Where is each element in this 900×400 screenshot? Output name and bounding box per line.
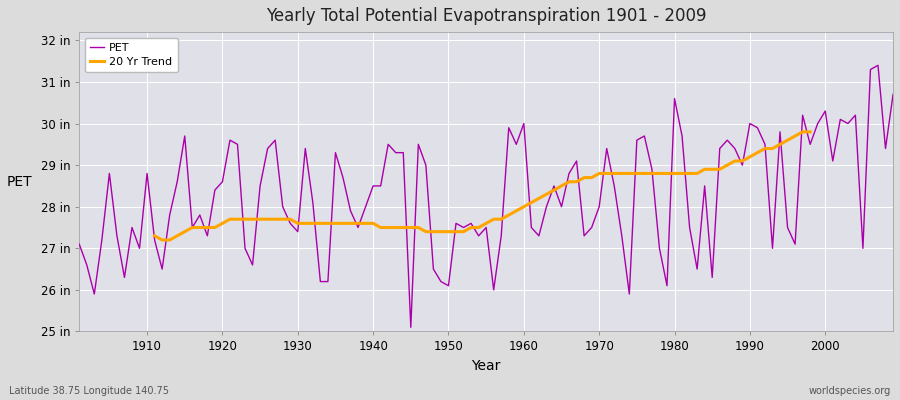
Line: 20 Yr Trend: 20 Yr Trend — [155, 132, 810, 240]
20 Yr Trend — [797, 130, 808, 134]
Title: Yearly Total Potential Evapotranspiration 1901 - 2009: Yearly Total Potential Evapotranspiratio… — [266, 7, 706, 25]
Text: Latitude 38.75 Longitude 140.75: Latitude 38.75 Longitude 140.75 — [9, 386, 169, 396]
20 Yr Trend — [541, 192, 552, 197]
PET — [405, 325, 416, 330]
20 Yr Trend — [172, 234, 183, 238]
20 Yr Trend — [481, 221, 491, 226]
PET — [134, 246, 145, 251]
20 Yr Trend — [157, 238, 167, 242]
Line: PET: PET — [79, 65, 893, 327]
20 Yr Trend — [669, 171, 680, 176]
Text: worldspecies.org: worldspecies.org — [809, 386, 891, 396]
20 Yr Trend — [805, 130, 815, 134]
PET — [616, 234, 627, 238]
PET — [887, 92, 898, 97]
20 Yr Trend — [345, 221, 356, 226]
PET — [873, 63, 884, 68]
PET — [300, 146, 310, 151]
20 Yr Trend — [338, 221, 348, 226]
PET — [345, 208, 356, 213]
Legend: PET, 20 Yr Trend: PET, 20 Yr Trend — [85, 38, 178, 72]
20 Yr Trend — [149, 234, 160, 238]
PET — [74, 242, 85, 246]
Y-axis label: PET: PET — [7, 175, 32, 189]
PET — [526, 225, 536, 230]
X-axis label: Year: Year — [472, 359, 500, 373]
PET — [518, 121, 529, 126]
